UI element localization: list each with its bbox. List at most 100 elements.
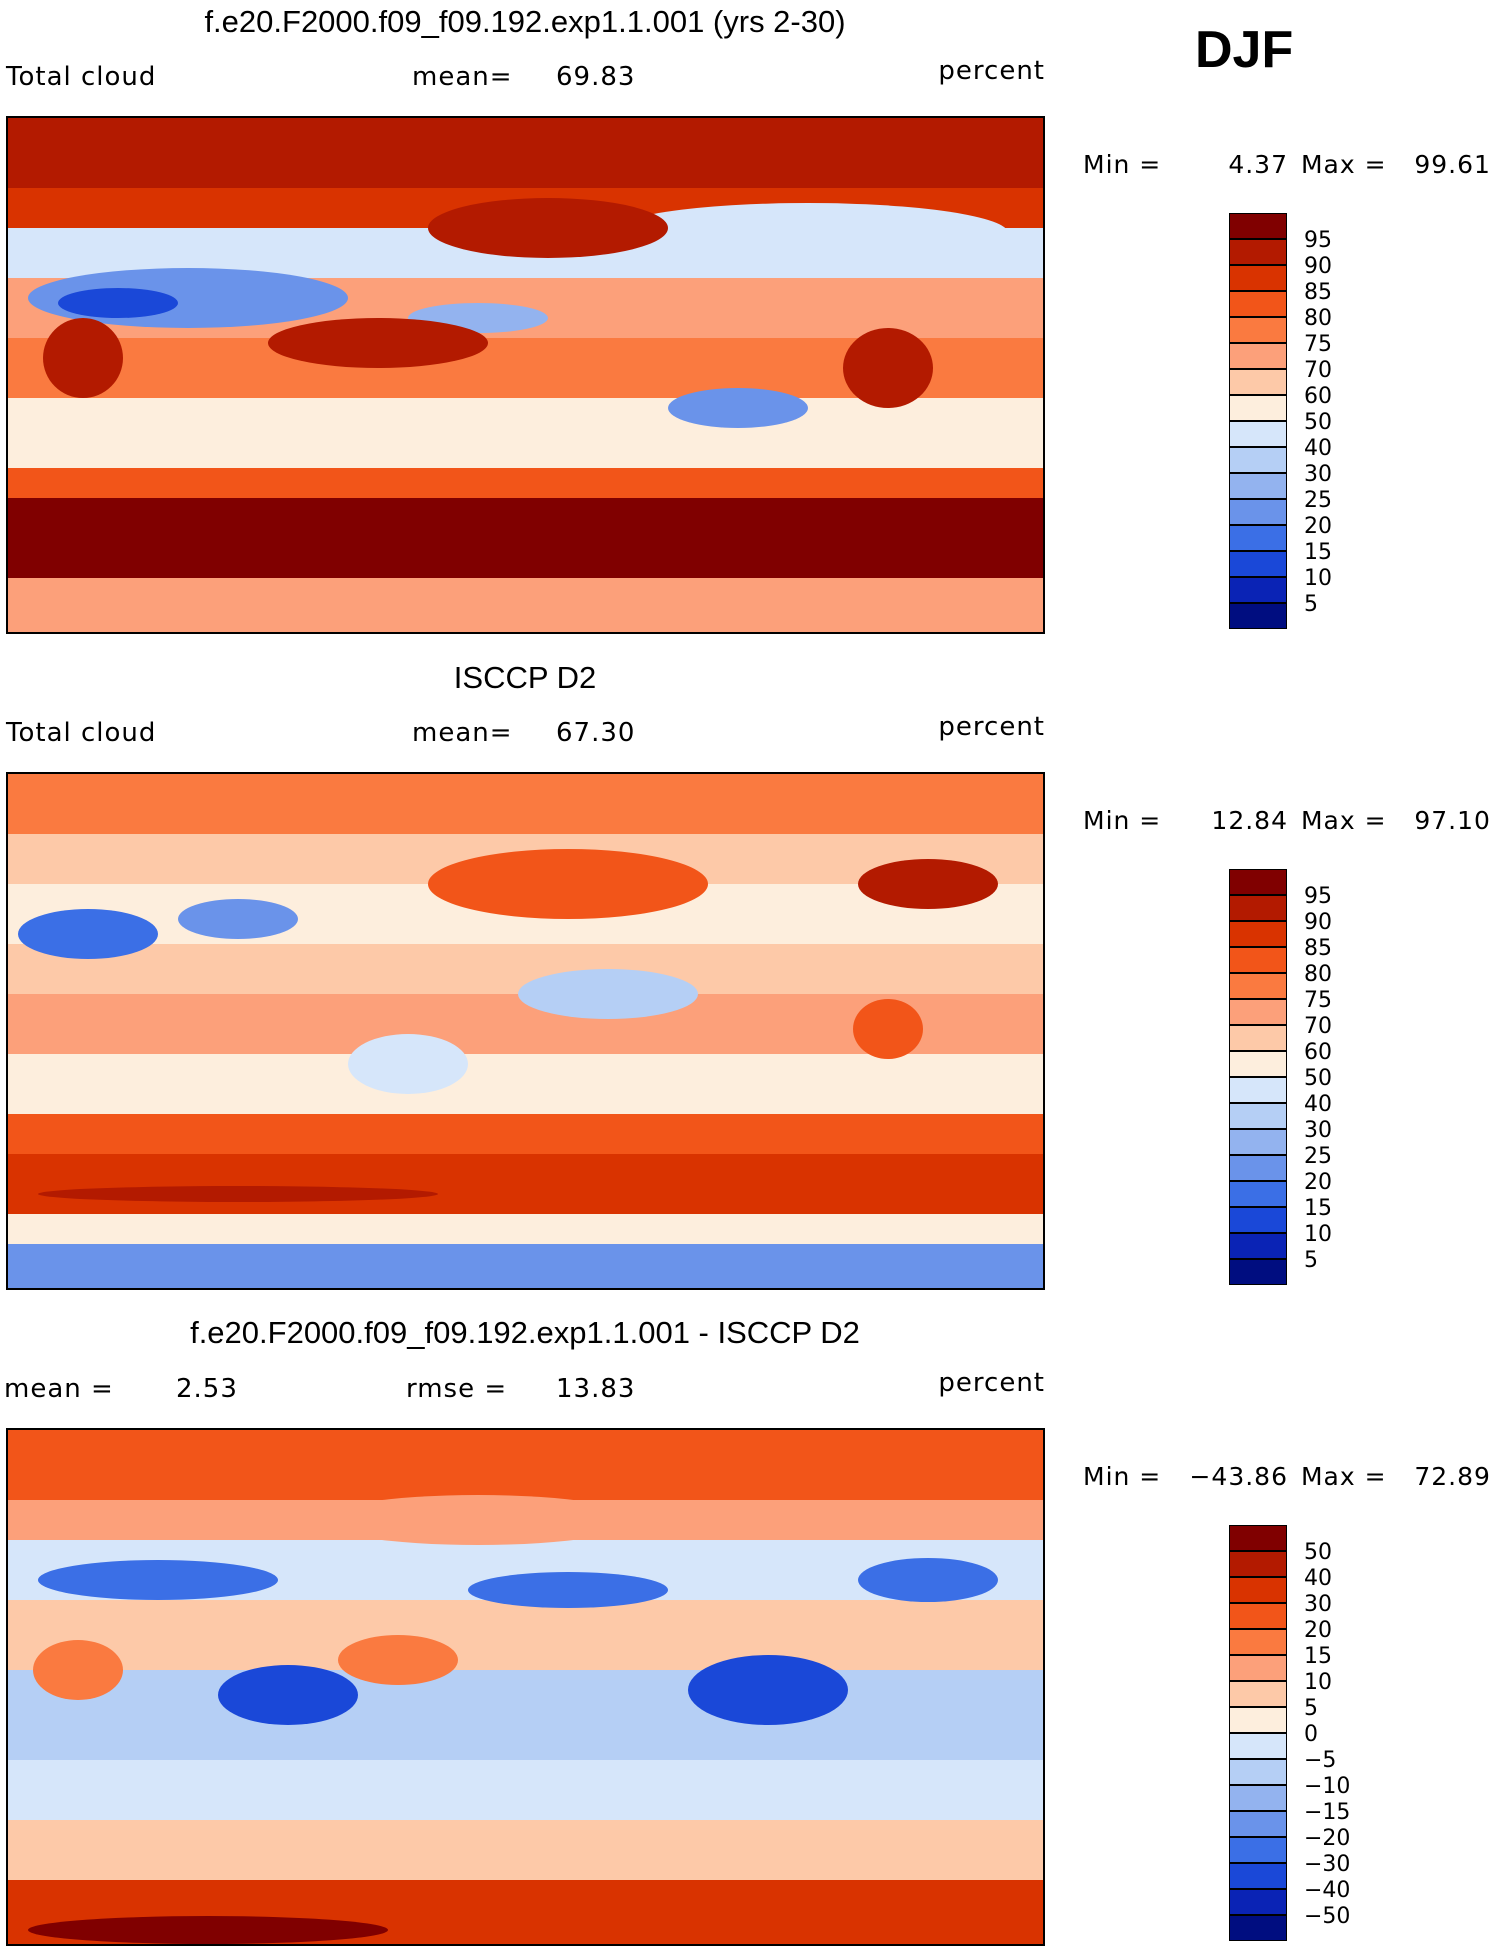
map-3-feature-maritime-pos [338,1635,458,1685]
panel-3-rmse-value: 13.83 [556,1374,636,1404]
panel-2-tick-9: 30 [1304,1118,1332,1143]
panel-2-minmax: Min = 12.84 Max = 97.10 [1083,806,1491,835]
panel-1-units-label: percent [938,56,1045,86]
map-2-band-southern-midlat-edge [8,1114,1043,1154]
panel-1-variable-label: Total cloud [6,62,157,92]
panel-2-mean-value: 67.30 [556,718,636,748]
panel-3-tick-0: 50 [1304,1540,1332,1565]
panel-3-title: f.e20.F2000.f09_f09.192.exp1.1.001 - ISC… [190,1315,860,1350]
map-1-band-southern-ocean [8,498,1043,578]
panel-3-tick-13: −40 [1304,1878,1351,1903]
panel-1-colorbar-seg-1 [1229,239,1287,265]
panel-3-colorbar-seg-8 [1229,1733,1287,1759]
panel-3-colorbar-seg-12 [1229,1837,1287,1863]
panel-3-tick-1: 40 [1304,1566,1332,1591]
panel-2-map-svg [8,774,1043,1288]
panel-1-tick-5: 70 [1304,358,1332,383]
panel-2-min-value: 12.84 [1211,806,1288,835]
panel-2-units-label: percent [938,712,1045,742]
map-2-feature-sahara-low [18,909,158,959]
panel-1-colorbar-seg-8 [1229,421,1287,447]
panel-2-tick-13: 10 [1304,1222,1332,1247]
map-1-feature-congo [43,318,123,398]
map-3-feature-sio-neg [218,1665,358,1725]
panel-2-tick-14: 5 [1304,1248,1318,1273]
panel-1-colorbar-seg-7 [1229,395,1287,421]
panel-1-tick-9: 30 [1304,462,1332,487]
panel-1-tick-13: 10 [1304,566,1332,591]
panel-3-tick-14: −50 [1304,1904,1351,1929]
map-2-band-antarctic [8,1244,1043,1288]
map-2-feature-natl-storm [858,859,998,909]
map-3-feature-africa-pos [33,1640,123,1700]
panel-2-tick-3: 80 [1304,962,1332,987]
panel-1-tick-3: 80 [1304,306,1332,331]
map-3-feature-sepac-neg [688,1655,848,1725]
panel-3-tick-5: 10 [1304,1670,1332,1695]
panel-3-colorbar-seg-4 [1229,1629,1287,1655]
map-2-band-arctic [8,774,1043,834]
panel-3-rmse-label: rmse = [406,1374,508,1404]
map-3-feature-npac-neg [468,1572,668,1608]
panel-3-tick-12: −30 [1304,1852,1351,1877]
map-3-feature-npac-pos [318,1495,638,1545]
map-1-feature-amazon [843,328,933,408]
panel-2-colorbar-seg-13 [1229,1207,1287,1233]
panel-3-min-value: −43.86 [1189,1462,1288,1491]
map-3-band-tropics [8,1600,1043,1670]
map-2-band-sub-antarctic [8,1214,1043,1244]
panel-2-colorbar-seg-4 [1229,973,1287,999]
panel-3-colorbar-seg-2 [1229,1577,1287,1603]
map-1-feature-sepac-low [668,388,808,428]
map-2-feature-so-max [38,1186,438,1202]
panel-1-colorbar-seg-3 [1229,291,1287,317]
panel-3-tick-7: 0 [1304,1722,1318,1747]
panel-1-colorbar [1229,213,1287,629]
panel-3-tick-11: −20 [1304,1826,1351,1851]
panel-1-map [6,116,1045,634]
panel-1-max-value: 99.61 [1414,150,1491,179]
panel-3-colorbar-seg-6 [1229,1681,1287,1707]
map-2-band-subtropics-south [8,1054,1043,1114]
map-3-feature-natl-neg [858,1558,998,1602]
panel-3-map-svg [8,1430,1043,1944]
panel-3-colorbar-seg-10 [1229,1785,1287,1811]
panel-1-colorbar-seg-11 [1229,499,1287,525]
panel-2-title: ISCCP D2 [453,660,597,695]
map-3-band-southern-ocean [8,1820,1043,1880]
panel-3-mean-label: mean = [4,1374,114,1404]
panel-1-mean-value: 69.83 [556,62,636,92]
panel-2-tick-4: 75 [1304,988,1332,1013]
panel-3-max-label: Max = [1300,1462,1387,1491]
panel-2-tick-8: 40 [1304,1092,1332,1117]
panel-3-tick-2: 30 [1304,1592,1332,1617]
panel-3-max-value: 72.89 [1414,1462,1491,1491]
panel-1-tick-12: 15 [1304,540,1332,565]
season-label: DJF [1195,21,1294,79]
panel-2-tick-10: 25 [1304,1144,1332,1169]
panel-3-colorbar-seg-5 [1229,1655,1287,1681]
panel-1-tick-1: 90 [1304,254,1332,279]
panel-1-tick-10: 25 [1304,488,1332,513]
panel-2-map [6,772,1045,1290]
panel-3-tick-3: 20 [1304,1618,1332,1643]
map-2-band-southern-ocean [8,1154,1043,1214]
panel-3-colorbar-seg-7 [1229,1707,1287,1733]
panel-2-tick-2: 85 [1304,936,1332,961]
panel-2-colorbar-seg-0 [1229,869,1287,895]
panel-1-colorbar-seg-0 [1229,213,1287,239]
map-3-band-subtropics-south [8,1670,1043,1760]
panel-1-tick-11: 20 [1304,514,1332,539]
panel-2-max-label: Max = [1300,806,1387,835]
panel-3-colorbar-seg-0 [1229,1525,1287,1551]
panel-3-tick-6: 5 [1304,1696,1318,1721]
map-1-band-subtropics-south [8,398,1043,468]
map-1-feature-warm-pool [268,318,488,368]
map-3-feature-antarctic-max [28,1916,388,1944]
panel-1-colorbar-seg-10 [1229,473,1287,499]
panel-1-colorbar-seg-5 [1229,343,1287,369]
panel-1-colorbar-seg-9 [1229,447,1287,473]
panel-1-tick-6: 60 [1304,384,1332,409]
panel-2-colorbar-seg-14 [1229,1233,1287,1259]
panel-1-colorbar-seg-15 [1229,603,1287,629]
